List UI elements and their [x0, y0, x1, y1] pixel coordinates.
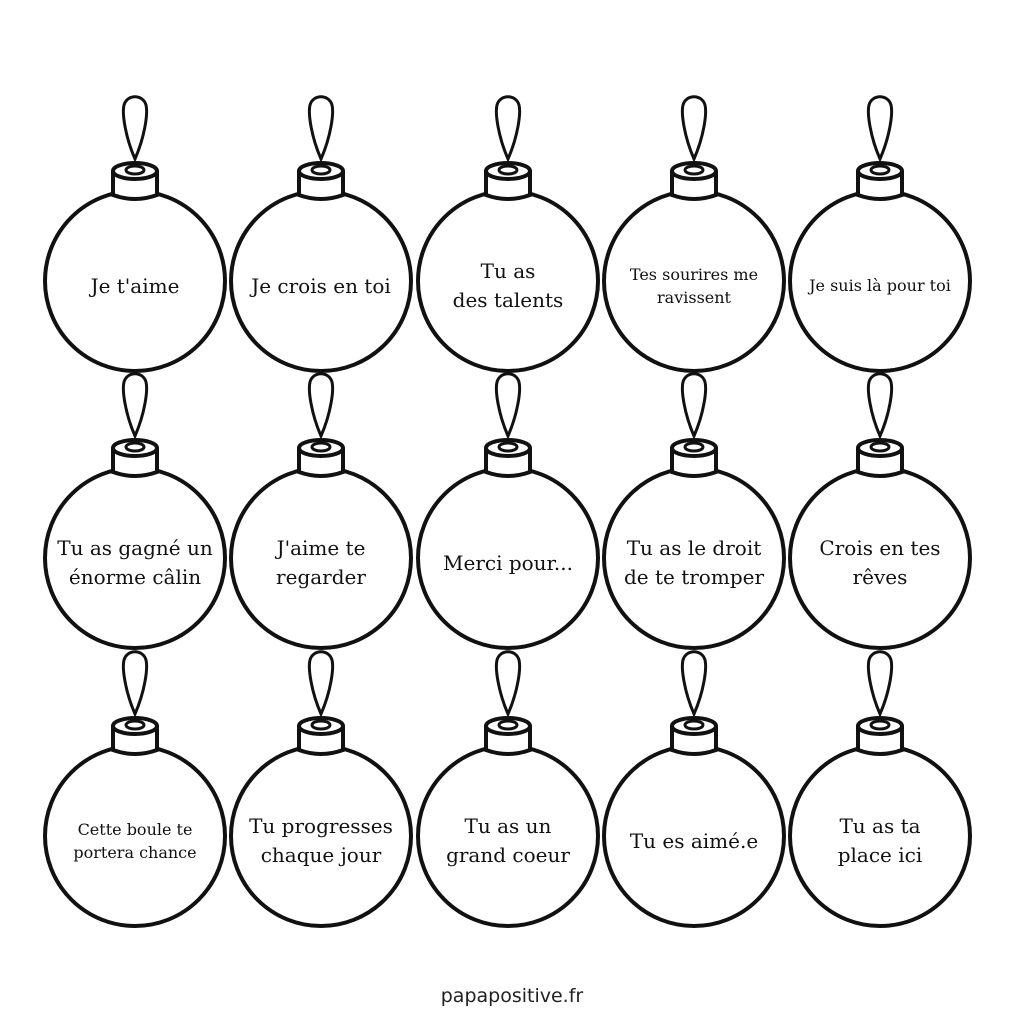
message-line: Je suis là pour toi: [809, 276, 951, 296]
message-line: chaque jour: [260, 843, 382, 867]
ornament: Tu progresses chaque jour: [221, 646, 421, 936]
bauble-icon: [229, 95, 413, 373]
bauble-icon: [43, 95, 227, 373]
message-line: Tu progresses: [249, 814, 393, 838]
ornament-message: Tu as un grand coeur: [418, 766, 598, 916]
bauble-icon: [602, 372, 786, 650]
ornament: Je suis là pour toi: [780, 91, 980, 381]
message-line: grand coeur: [446, 843, 570, 867]
bauble-icon: [788, 95, 972, 373]
bauble-icon: [416, 95, 600, 373]
bauble-icon: [43, 650, 227, 928]
ornament: Crois en tes rêves: [780, 368, 980, 658]
ornament: Tu as un grand coeur: [408, 646, 608, 936]
message-line: de te tromper: [623, 565, 765, 589]
message-line: Tu as gagné un: [57, 536, 213, 560]
ornament-message: Crois en tes rêves: [790, 488, 970, 638]
ornament: Merci pour...: [408, 368, 608, 658]
ornament: Tu as ta place ici: [780, 646, 980, 936]
ornament-message: Tu as le droit de te tromper: [604, 488, 784, 638]
ornament: Tes sourires me ravissent: [594, 91, 794, 381]
bauble-icon: [229, 372, 413, 650]
ornament-message: Tu as gagné un énorme câlin: [45, 488, 225, 638]
ornament: Cette boule te portera chance: [35, 646, 235, 936]
bauble-icon: [229, 650, 413, 928]
message-line: Tes sourires me: [629, 264, 759, 284]
ornament-message: Merci pour...: [418, 488, 598, 638]
message-line: Tu as: [480, 259, 536, 283]
ornament: Tu es aimé.e: [594, 646, 794, 936]
message-line: rêves: [852, 565, 908, 589]
bauble-icon: [43, 372, 227, 650]
ornament-message: Tu as ta place ici: [790, 766, 970, 916]
message-line: Cette boule te: [77, 819, 193, 839]
bauble-icon: [602, 650, 786, 928]
ornament-message: Je crois en toi: [231, 211, 411, 361]
message-line: regarder: [276, 565, 366, 589]
message-line: ravissent: [657, 288, 731, 307]
message-line: place ici: [837, 843, 923, 867]
bauble-icon: [416, 650, 600, 928]
ornament: Je t'aime: [35, 91, 235, 381]
ornament: Tu as des talents: [408, 91, 608, 381]
ornament: J'aime te regarder: [221, 368, 421, 658]
message-line: Tu as le droit: [626, 536, 762, 560]
message-line: Merci pour...: [443, 550, 573, 575]
ornament-message: Je t'aime: [45, 211, 225, 361]
ornament-message: Tes sourires me ravissent: [604, 211, 784, 361]
ornament-message: Tu es aimé.e: [604, 766, 784, 916]
message-line: Je t'aime: [90, 273, 180, 298]
ornament: Je crois en toi: [221, 91, 421, 381]
ornament: Tu as gagné un énorme câlin: [35, 368, 235, 658]
message-line: Crois en tes: [819, 536, 941, 560]
message-line: Tu es aimé.e: [629, 828, 759, 853]
message-line: Je crois en toi: [251, 273, 391, 298]
message-line: portera chance: [73, 843, 197, 862]
message-line: énorme câlin: [68, 565, 202, 589]
message-line: J'aime te: [276, 536, 366, 560]
message-line: Tu as ta: [839, 814, 921, 838]
bauble-icon: [788, 372, 972, 650]
website-footer: papapositive.fr: [440, 985, 584, 1007]
bauble-icon: [602, 95, 786, 373]
bauble-icon: [788, 650, 972, 928]
bauble-icon: [416, 372, 600, 650]
ornament-message: J'aime te regarder: [231, 488, 411, 638]
ornament-message: Tu progresses chaque jour: [231, 766, 411, 916]
ornament: Tu as le droit de te tromper: [594, 368, 794, 658]
ornament-message: Cette boule te portera chance: [45, 766, 225, 916]
message-line: Tu as un: [464, 814, 552, 838]
ornament-message: Tu as des talents: [418, 211, 598, 361]
message-line: des talents: [452, 288, 564, 312]
ornament-message: Je suis là pour toi: [790, 211, 970, 361]
